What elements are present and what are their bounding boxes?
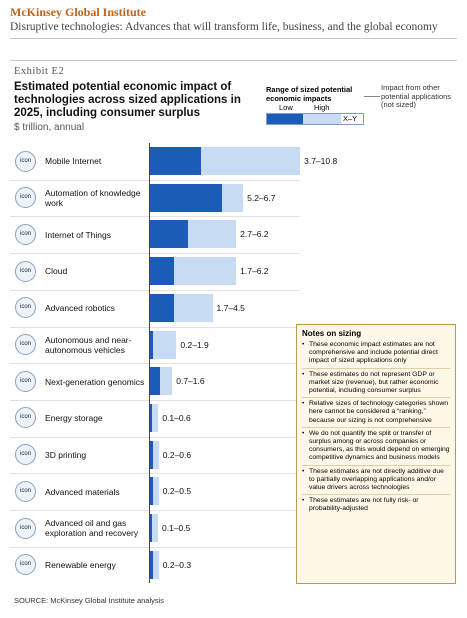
bar-high — [150, 550, 159, 579]
category-label: Advanced oil and gas exploration and rec… — [45, 518, 139, 539]
bar-high — [150, 330, 177, 359]
category-label: Internet of Things — [45, 229, 111, 240]
legend-heading: Range of sized potential economic impact… — [266, 85, 353, 103]
category-label: Mobile Internet — [45, 156, 102, 167]
bar-low — [150, 220, 188, 249]
bar-low — [150, 293, 174, 322]
technology-icon: icon — [15, 554, 36, 576]
row-separator — [10, 289, 300, 291]
range-label: 0.2–0.5 — [162, 486, 192, 497]
legend-low-swatch — [267, 114, 303, 124]
report-subtitle: Disruptive technologies: Advances that w… — [10, 21, 438, 33]
technology-icon: icon — [15, 297, 36, 319]
row-separator — [10, 473, 300, 475]
exhibit-label: Exhibit E2 — [14, 66, 65, 77]
note-item: We do not quantify the split or transfer… — [302, 430, 450, 466]
category-label: Autonomous and near-autonomous vehicles — [45, 334, 132, 355]
bar-low — [150, 514, 152, 542]
legend-other-label: Impact from other potential applications… — [381, 83, 452, 109]
exhibit-rule — [10, 60, 457, 61]
bar-low — [150, 367, 160, 396]
row-separator — [10, 326, 300, 328]
range-label: 2.7–6.2 — [240, 229, 269, 240]
category-label: Automation of knowledge work — [45, 188, 141, 209]
notes-box: Notes on sizing These economic impact es… — [296, 324, 456, 584]
range-label: 0.7–1.6 — [176, 376, 205, 387]
technology-icon: icon — [15, 517, 36, 539]
technology-icon: icon — [15, 480, 36, 502]
legend-connector — [364, 96, 380, 97]
row-separator — [10, 436, 300, 438]
bar-low — [150, 257, 174, 286]
technology-icon: icon — [15, 150, 36, 172]
bar-low — [150, 183, 223, 212]
range-label: 3.7–10.8 — [304, 156, 338, 166]
range-label: 5.2–6.7 — [247, 192, 276, 203]
bar-low — [150, 403, 152, 432]
technology-icon: icon — [15, 407, 36, 429]
category-label: Cloud — [45, 266, 68, 277]
legend-high-label: High — [314, 103, 330, 112]
value-axis — [149, 143, 150, 583]
legend-swatch: X–Y — [266, 113, 364, 125]
technology-icon: icon — [15, 223, 36, 245]
row-separator — [10, 216, 300, 218]
row-separator — [10, 253, 300, 255]
range-label: 0.2–1.9 — [180, 339, 209, 350]
bar-high — [150, 440, 159, 469]
technology-icon: icon — [15, 334, 36, 355]
technology-icon: icon — [15, 444, 36, 466]
range-label: 0.1–0.6 — [162, 412, 191, 423]
category-label: Energy storage — [45, 413, 103, 424]
note-item: These estimates are not directly additiv… — [302, 468, 450, 496]
note-item: These estimates are not fully risk- or p… — [302, 497, 450, 515]
bar-low — [150, 550, 153, 579]
bar-high — [150, 403, 159, 432]
note-item: Relative sizes of technology categories … — [302, 400, 450, 428]
header-rule — [10, 38, 457, 39]
row-separator — [10, 399, 300, 401]
category-label: 3D printing — [45, 449, 87, 460]
chart-title: Estimated potential economic impact of t… — [14, 81, 241, 119]
technology-icon: icon — [15, 370, 36, 392]
chart-unit: $ trillion, annual — [14, 122, 85, 133]
legend-low-label: Low — [279, 103, 293, 112]
category-label: Advanced robotics — [45, 303, 115, 314]
bar-high — [150, 514, 158, 542]
notes-title: Notes on sizing — [302, 329, 362, 338]
technology-icon: icon — [15, 187, 36, 209]
row-separator — [10, 363, 300, 365]
row-separator — [10, 546, 300, 548]
bar-low — [150, 440, 153, 469]
category-label: Advanced materials — [45, 486, 120, 497]
bar-low — [150, 477, 153, 506]
note-item: These estimates do not represent GDP or … — [302, 371, 450, 399]
category-label: Renewable energy — [45, 560, 116, 571]
row-separator — [10, 510, 300, 511]
range-label: 0.2–0.3 — [162, 559, 192, 570]
technology-icon: icon — [15, 260, 36, 282]
row-separator — [10, 179, 300, 181]
legend-high-swatch — [303, 114, 341, 124]
range-label: 0.1–0.5 — [162, 523, 191, 533]
note-item: These economic impact estimates are not … — [302, 341, 450, 369]
notes-list: These economic impact estimates are not … — [302, 341, 450, 516]
bar-low — [150, 330, 153, 359]
range-label: 0.2–0.6 — [162, 449, 192, 460]
bar-low — [150, 147, 202, 175]
source-note: SOURCE: McKinsey Global Institute analys… — [14, 596, 165, 605]
range-label: 1.7–4.5 — [216, 302, 245, 313]
range-label: 1.7–6.2 — [240, 266, 269, 277]
bar-high — [150, 477, 159, 506]
category-label: Next-generation genomics — [45, 376, 145, 387]
brand-name: McKinsey Global Institute — [10, 5, 147, 19]
legend-range-placeholder: X–Y — [343, 114, 358, 123]
